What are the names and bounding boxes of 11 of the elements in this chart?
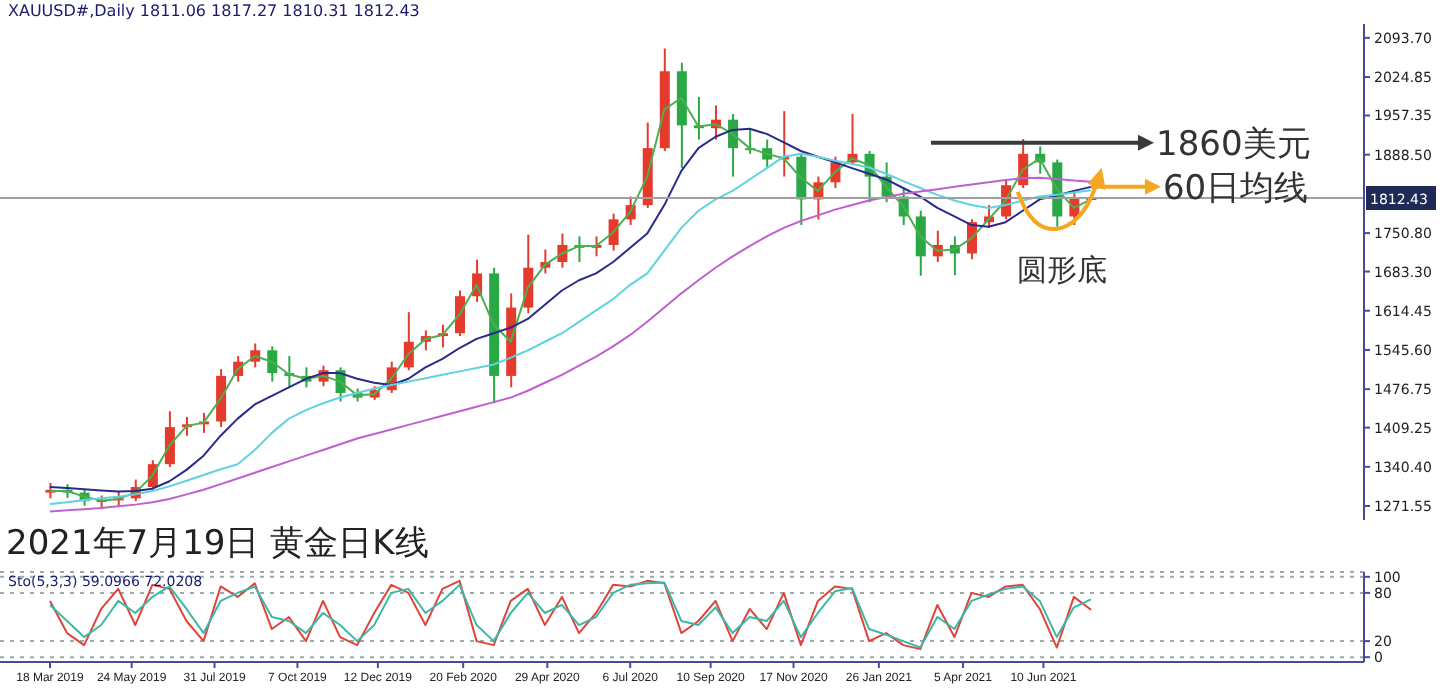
candlestick bbox=[164, 410, 175, 469]
candlestick bbox=[267, 345, 278, 383]
annotation: 60日均线 bbox=[1162, 168, 1309, 209]
annotation: 1860美元 bbox=[1156, 124, 1311, 165]
chart-title: XAUUSD#,Daily 1811.06 1817.27 1810.31 1812.43 bbox=[8, 2, 420, 20]
text: 2021年7月19日 黄金日K线 bbox=[4, 524, 431, 566]
candlestick bbox=[608, 212, 619, 252]
candlestick bbox=[455, 289, 466, 338]
candlestick bbox=[216, 368, 227, 429]
annotation: 圆形底 bbox=[1016, 251, 1107, 288]
candlestick bbox=[915, 209, 926, 277]
